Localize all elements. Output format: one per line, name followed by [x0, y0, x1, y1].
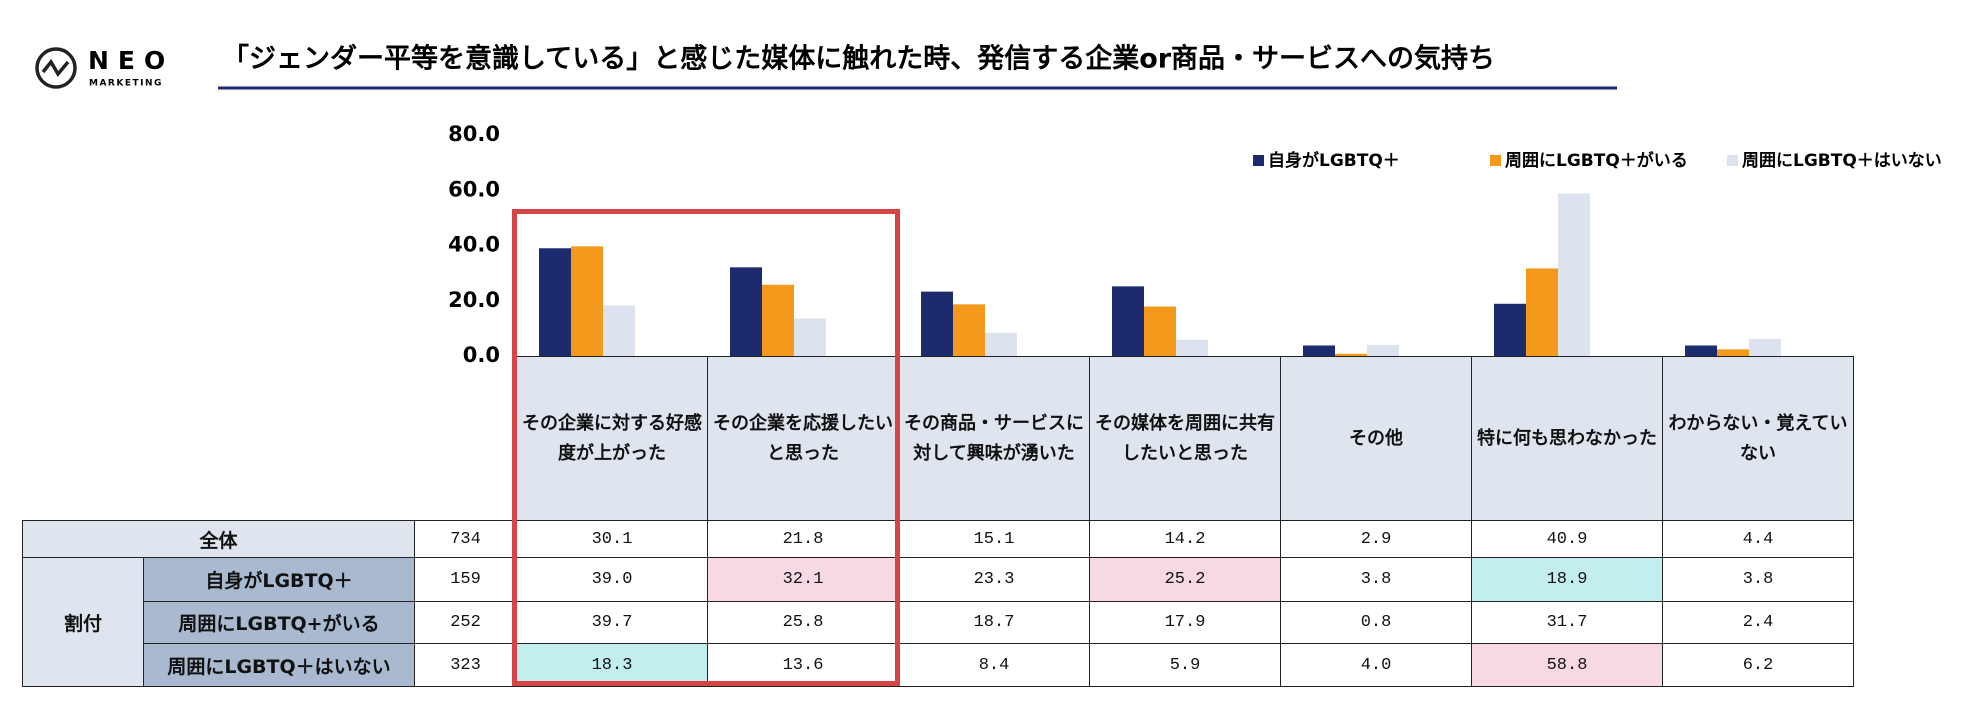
- logo-icon-line: [41, 58, 70, 78]
- category-header: その商品・サービスに対して興味が湧いた: [898, 356, 1090, 521]
- bar: [1558, 193, 1590, 356]
- bar: [1367, 344, 1399, 356]
- table-value: 3.8: [1280, 557, 1472, 602]
- bar: [1335, 353, 1367, 356]
- legend-swatch: [1727, 155, 1738, 166]
- table-value: 4.0: [1280, 643, 1472, 687]
- category-header: わからない・覚えていない: [1662, 356, 1854, 521]
- legend-label: 自身がLGBTQ＋: [1268, 150, 1400, 171]
- legend-swatch: [1490, 155, 1501, 166]
- bar: [1303, 345, 1335, 356]
- row-label: 周囲にLGBTQ＋はいない: [143, 643, 415, 687]
- y-tick-label: 60.0: [448, 177, 500, 201]
- bar: [1717, 349, 1749, 356]
- row-label: 全体: [22, 520, 415, 558]
- bar: [730, 267, 762, 356]
- table-value: 25.2: [1089, 557, 1281, 602]
- bar: [1112, 286, 1144, 356]
- table-value: 14.2: [1089, 520, 1281, 558]
- bar: [539, 248, 571, 356]
- table-value: 58.8: [1471, 643, 1663, 687]
- category-header: 特に何も思わなかった: [1471, 356, 1663, 521]
- table-value: 15.1: [898, 520, 1090, 558]
- y-tick-label: 0.0: [463, 343, 500, 367]
- category-header: その他: [1280, 356, 1472, 521]
- table-value: 32.1: [707, 557, 899, 602]
- logo-text: NEO: [88, 46, 174, 75]
- highlight-frame: [512, 209, 900, 686]
- bar: [921, 291, 953, 356]
- bar: [794, 318, 826, 356]
- legend-label: 周囲にLGBTQ＋がいる: [1505, 150, 1688, 171]
- table-value: 18.7: [898, 601, 1090, 644]
- bar: [571, 246, 603, 356]
- table-value: 40.9: [1471, 520, 1663, 558]
- bar: [1685, 345, 1717, 356]
- legend-swatch: [1253, 155, 1264, 166]
- bar: [953, 304, 985, 356]
- category-header: その企業に対する好感度が上がった: [516, 356, 708, 521]
- table-value: 2.9: [1280, 520, 1472, 558]
- row-n: 159: [414, 557, 517, 602]
- row-n: 323: [414, 643, 517, 687]
- table-value: 0.8: [1280, 601, 1472, 644]
- row-n: 734: [414, 520, 517, 558]
- row-label: 周囲にLGBTQ+がいる: [143, 601, 415, 644]
- table-value: 8.4: [898, 643, 1090, 687]
- table-value: 18.9: [1471, 557, 1663, 602]
- y-tick-label: 40.0: [448, 233, 500, 257]
- table-value: 23.3: [898, 557, 1090, 602]
- bar: [1144, 306, 1176, 356]
- group-label: 割付: [22, 557, 144, 687]
- bar: [1749, 338, 1781, 356]
- table-value: 5.9: [1089, 643, 1281, 687]
- bar: [762, 284, 794, 356]
- legend-label: 周囲にLGBTQ＋はいない: [1742, 151, 1942, 171]
- row-n: 252: [414, 601, 517, 644]
- logo-icon: [35, 47, 77, 89]
- bar: [1176, 339, 1208, 356]
- table-value: 2.4: [1662, 601, 1854, 644]
- table-value: 6.2: [1662, 643, 1854, 687]
- bar: [1494, 303, 1526, 356]
- bar: [603, 305, 635, 356]
- table-value: 4.4: [1662, 520, 1854, 558]
- bar: [1526, 268, 1558, 356]
- table-value: 18.3: [516, 643, 708, 687]
- row-label: 自身がLGBTQ＋: [143, 557, 415, 602]
- y-tick-label: 80.0: [448, 122, 500, 146]
- bar: [985, 332, 1017, 356]
- table-value: 3.8: [1662, 557, 1854, 602]
- table-value: 17.9: [1089, 601, 1281, 644]
- logo-subtext: MARKETING: [89, 79, 163, 89]
- y-tick-label: 20.0: [448, 288, 500, 312]
- page-title: 「ジェンダー平等を意識している」と感じた媒体に触れた時、発信する企業or商品・サ…: [222, 43, 1495, 75]
- table-value: 31.7: [1471, 601, 1663, 644]
- category-header: その媒体を周囲に共有したいと思った: [1089, 356, 1281, 521]
